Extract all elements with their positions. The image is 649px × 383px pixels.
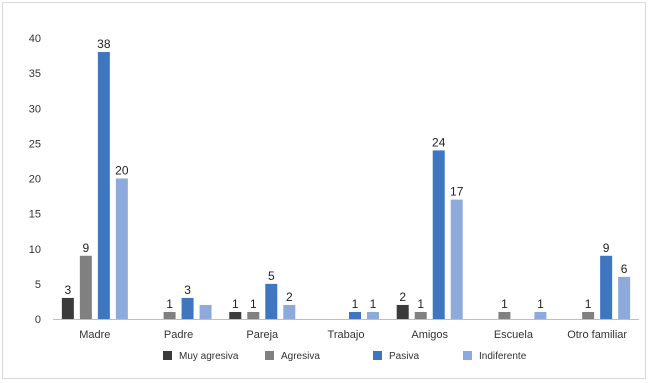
legend-label: Indiferente bbox=[479, 351, 527, 362]
data-label: 38 bbox=[97, 37, 111, 51]
bar-agresiva-escuela bbox=[498, 311, 511, 319]
bar-agresiva-amigos bbox=[414, 311, 427, 319]
bar-agresiva-otro-familiar bbox=[582, 311, 595, 319]
data-label: 24 bbox=[432, 135, 446, 149]
bar-indiferente-madre bbox=[115, 178, 128, 319]
data-label: 1 bbox=[501, 297, 508, 311]
legend-swatch bbox=[265, 351, 274, 360]
data-label: 3 bbox=[65, 283, 72, 297]
data-label: 1 bbox=[352, 297, 359, 311]
bar-pasiva-amigos bbox=[432, 150, 445, 319]
bar-pasiva-pareja bbox=[265, 283, 278, 319]
data-label: 9 bbox=[83, 241, 90, 255]
y-tick-label: 15 bbox=[29, 209, 41, 221]
bar-indiferente-amigos bbox=[450, 199, 463, 319]
bar-pasiva-otro-familiar bbox=[600, 255, 613, 319]
x-category-label: Otro familiar bbox=[567, 329, 627, 341]
legend-label: Pasiva bbox=[389, 351, 419, 362]
y-tick-label: 35 bbox=[29, 68, 41, 80]
y-tick-label: 10 bbox=[29, 244, 41, 256]
data-label: 3 bbox=[184, 283, 191, 297]
bar-muy-agresiva-madre bbox=[61, 297, 74, 319]
data-label: 1 bbox=[250, 297, 257, 311]
legend-swatch bbox=[373, 351, 382, 360]
x-category-label: Trabajo bbox=[328, 329, 365, 341]
y-tick-label: 5 bbox=[35, 279, 41, 291]
y-tick-label: 0 bbox=[35, 314, 41, 326]
y-tick-label: 30 bbox=[29, 103, 41, 115]
bar-indiferente-escuela bbox=[534, 311, 547, 319]
bar-indiferente-trabajo bbox=[367, 311, 379, 319]
data-label: 9 bbox=[603, 241, 610, 255]
legend-label: Muy agresiva bbox=[179, 351, 239, 362]
data-label: 1 bbox=[370, 297, 377, 311]
bar-agresiva-pareja bbox=[247, 311, 260, 319]
data-label: 2 bbox=[399, 290, 406, 304]
bar-muy-agresiva-amigos bbox=[396, 304, 409, 319]
bar-pasiva-madre bbox=[97, 52, 110, 320]
data-label: 5 bbox=[268, 269, 275, 283]
data-label: 2 bbox=[286, 290, 293, 304]
bar-indiferente-otro-familiar bbox=[618, 276, 631, 319]
y-tick-label: 25 bbox=[29, 138, 41, 150]
bar-pasiva-trabajo bbox=[349, 311, 361, 319]
bar-muy-agresiva-pareja bbox=[229, 311, 242, 319]
y-axis: 0 5 10 15 20 25 30 35 40 bbox=[29, 33, 41, 326]
data-label: 1 bbox=[585, 297, 592, 311]
x-category-label: Padre bbox=[164, 329, 193, 341]
bar-agresiva-madre bbox=[79, 255, 92, 319]
legend-label: Agresiva bbox=[281, 351, 320, 362]
data-label: 1 bbox=[232, 297, 239, 311]
x-category-label: Madre bbox=[79, 329, 110, 341]
data-label: 6 bbox=[621, 262, 628, 276]
y-tick-label: 20 bbox=[29, 174, 41, 186]
y-tick-label: 40 bbox=[29, 33, 41, 45]
data-label: 1 bbox=[417, 297, 424, 311]
x-category-label: Escuela bbox=[494, 329, 534, 341]
legend-swatch bbox=[163, 351, 172, 360]
legend: Muy agresiva Agresiva Pasiva Indiferente bbox=[163, 351, 527, 362]
bar-indiferente-padre bbox=[199, 304, 212, 319]
legend-swatch bbox=[463, 351, 472, 360]
data-label: 1 bbox=[537, 297, 544, 311]
chart-frame: 0 5 10 15 20 25 30 35 40 3 9 38 20 1 3 1 1 5 2 1 1 2 1 24 17 1 1 1… bbox=[2, 2, 646, 379]
bar-pasiva-padre bbox=[181, 297, 194, 319]
data-label: 20 bbox=[115, 164, 129, 178]
data-label: 1 bbox=[166, 297, 173, 311]
bars bbox=[61, 52, 631, 320]
x-axis-categories: Madre Padre Pareja Trabajo Amigos Escuela Otro… bbox=[79, 329, 627, 341]
bar-indiferente-pareja bbox=[283, 304, 296, 319]
x-category-label: Amigos bbox=[411, 329, 448, 341]
bar-agresiva-padre bbox=[163, 311, 176, 319]
x-category-label: Pareja bbox=[246, 329, 279, 341]
data-label: 17 bbox=[450, 185, 464, 199]
